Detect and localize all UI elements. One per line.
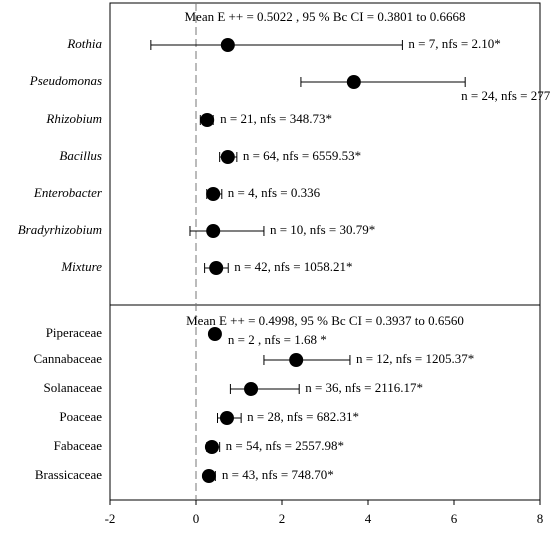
y-tick-label: Rothia	[66, 36, 102, 51]
y-tick-label: Brassicaceae	[35, 467, 102, 482]
y-tick-label: Fabaceae	[54, 438, 103, 453]
y-tick-label: Solanaceae	[44, 380, 103, 395]
y-tick-label: Bradyrhizobium	[18, 222, 102, 237]
y-tick-label: Rhizobium	[45, 111, 102, 126]
point-estimate	[201, 469, 216, 483]
annotation: n = 64, nfs = 6559.53*	[243, 148, 361, 163]
point-estimate	[289, 353, 304, 367]
panel-header: Mean E ++ = 0.5022 , 95 % Bc CI = 0.3801…	[185, 9, 466, 24]
annotation: n = 54, nfs = 2557.98*	[226, 438, 344, 453]
annotation: n = 10, nfs = 30.79*	[270, 222, 375, 237]
x-tick-label: 8	[537, 511, 544, 526]
y-tick-label: Mixture	[60, 259, 102, 274]
annotation: n = 12, nfs = 1205.37*	[356, 351, 474, 366]
point-estimate	[206, 187, 221, 201]
y-tick-label: Cannabaceae	[33, 351, 102, 366]
panel-header: Mean E ++ = 0.4998, 95 % Bc CI = 0.3937 …	[186, 313, 464, 328]
annotation: n = 7, nfs = 2.10*	[408, 36, 500, 51]
y-tick-label: Poaceae	[59, 409, 102, 424]
y-tick-label: Pseudomonas	[29, 73, 102, 88]
annotation: n = 21, nfs = 348.73*	[220, 111, 332, 126]
x-tick-label: 0	[193, 511, 200, 526]
point-estimate	[206, 224, 221, 238]
point-estimate	[207, 327, 222, 341]
plot-frame	[109, 2, 541, 501]
point-estimate	[219, 411, 234, 425]
y-tick-label: Bacillus	[59, 148, 102, 163]
point-estimate	[209, 261, 224, 275]
point-estimate	[220, 38, 235, 52]
point-estimate	[346, 75, 361, 89]
annotation: n = 36, nfs = 2116.17*	[305, 380, 423, 395]
annotation: n = 42, nfs = 1058.21*	[234, 259, 352, 274]
annotation: n = 4, nfs = 0.336	[228, 185, 321, 200]
point-estimate	[200, 113, 215, 127]
annotation: n = 2 , nfs = 1.68 *	[228, 332, 327, 347]
annotation: n = 24, nfs = 2774.81*	[461, 88, 550, 103]
x-tick-label: 4	[365, 511, 372, 526]
annotation: n = 28, nfs = 682.31*	[247, 409, 359, 424]
x-tick-label: 2	[279, 511, 286, 526]
point-estimate	[220, 150, 235, 164]
x-tick-label: 6	[451, 511, 458, 526]
point-estimate	[204, 440, 219, 454]
point-estimate	[244, 382, 259, 396]
y-tick-label: Piperaceae	[46, 325, 103, 340]
y-tick-label: Enterobacter	[33, 185, 103, 200]
x-tick-label: -2	[105, 511, 116, 526]
annotation: n = 43, nfs = 748.70*	[222, 467, 334, 482]
